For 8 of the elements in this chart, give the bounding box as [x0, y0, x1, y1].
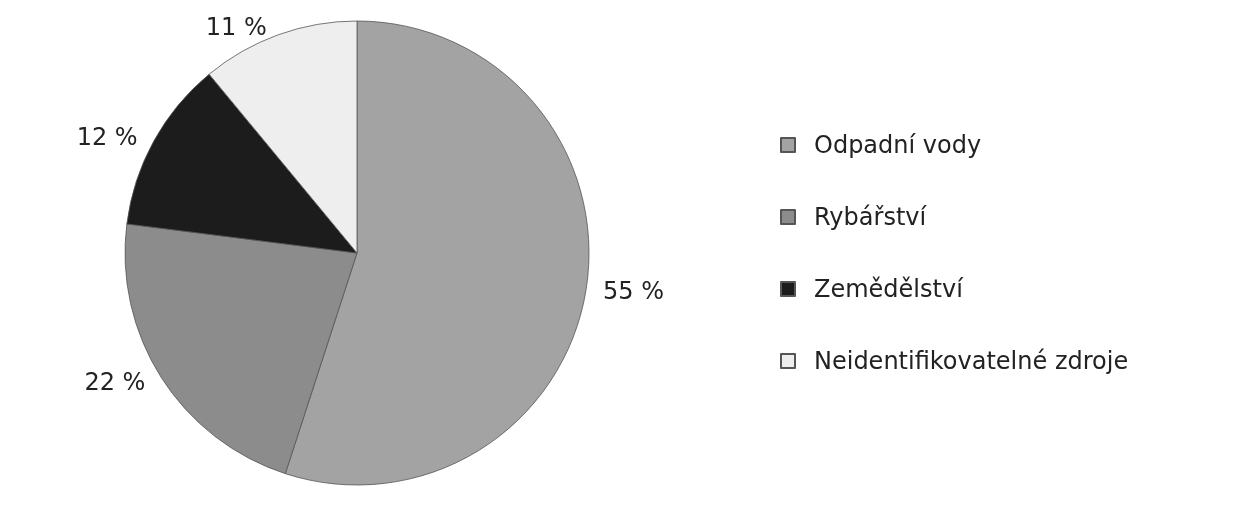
legend-label: Neidentifikovatelné zdroje	[814, 347, 1129, 375]
data-label: 22 %	[84, 367, 146, 396]
data-label: 11 %	[205, 13, 267, 42]
legend-label: Odpadní vody	[814, 131, 982, 159]
legend-label: Rybářství	[814, 203, 928, 231]
legend-label: Zemědělství	[814, 275, 965, 303]
data-label: 55 %	[603, 276, 665, 305]
data-label: 12 %	[76, 123, 138, 152]
